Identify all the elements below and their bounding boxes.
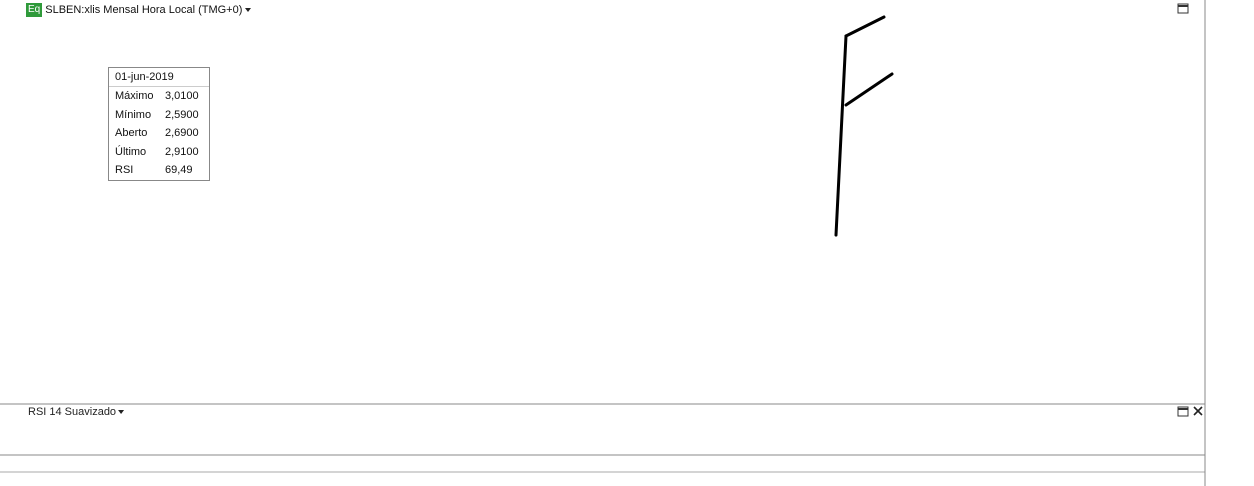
tooltip-row: RSI 69,49 xyxy=(109,161,209,180)
data-tooltip: 01-jun-2019 Máximo 3,0100 Mínimo 2,5900 Aber… xyxy=(108,67,210,181)
symbol-badge: Eq xyxy=(26,3,43,17)
tooltip-label: Máximo xyxy=(115,90,154,103)
rsi-title: RSI 14 Suavizado xyxy=(28,406,116,418)
tooltip-value: 2,5900 xyxy=(165,108,199,121)
tooltip-row: Último 2,9100 xyxy=(109,143,209,162)
tooltip-value: 2,9100 xyxy=(165,145,199,158)
tooltip-value: 2,6900 xyxy=(165,127,199,140)
tooltip-label: Último xyxy=(115,145,147,158)
tooltip-date: 01-jun-2019 xyxy=(109,68,209,87)
maximize-button[interactable] xyxy=(1177,3,1189,14)
flag-upper xyxy=(844,15,886,38)
flag-annotation xyxy=(834,15,894,237)
tooltip-row: Aberto 2,6900 xyxy=(109,124,209,143)
tooltip-label: RSI xyxy=(115,164,134,177)
pane-close-button[interactable] xyxy=(1193,406,1203,416)
tooltip-value: 69,49 xyxy=(165,164,193,177)
tooltip-row: Mínimo 2,5900 xyxy=(109,106,209,125)
pane-maximize-button[interactable] xyxy=(1177,406,1189,417)
tooltip-label: Aberto xyxy=(115,127,148,140)
flag-pole xyxy=(834,34,848,237)
tooltip-rows: Máximo 3,0100 Mínimo 2,5900 Aberto 2,6900 Últi… xyxy=(109,87,209,180)
rsi-menu-arrow[interactable] xyxy=(118,410,125,414)
flag-lower xyxy=(844,72,894,107)
title-menu-arrow[interactable] xyxy=(245,7,252,13)
chart-title: SLBEN:xlis Mensal Hora Local (TMG+0) xyxy=(45,4,243,16)
tooltip-value: 3,0100 xyxy=(165,90,199,103)
close-x xyxy=(1193,406,1203,416)
tooltip-row: Máximo 3,0100 xyxy=(109,87,209,106)
tooltip-label: Mínimo xyxy=(115,108,152,121)
chart-header: Eq SLBEN:xlis Mensal Hora Local (TMG+0) xyxy=(26,3,252,17)
